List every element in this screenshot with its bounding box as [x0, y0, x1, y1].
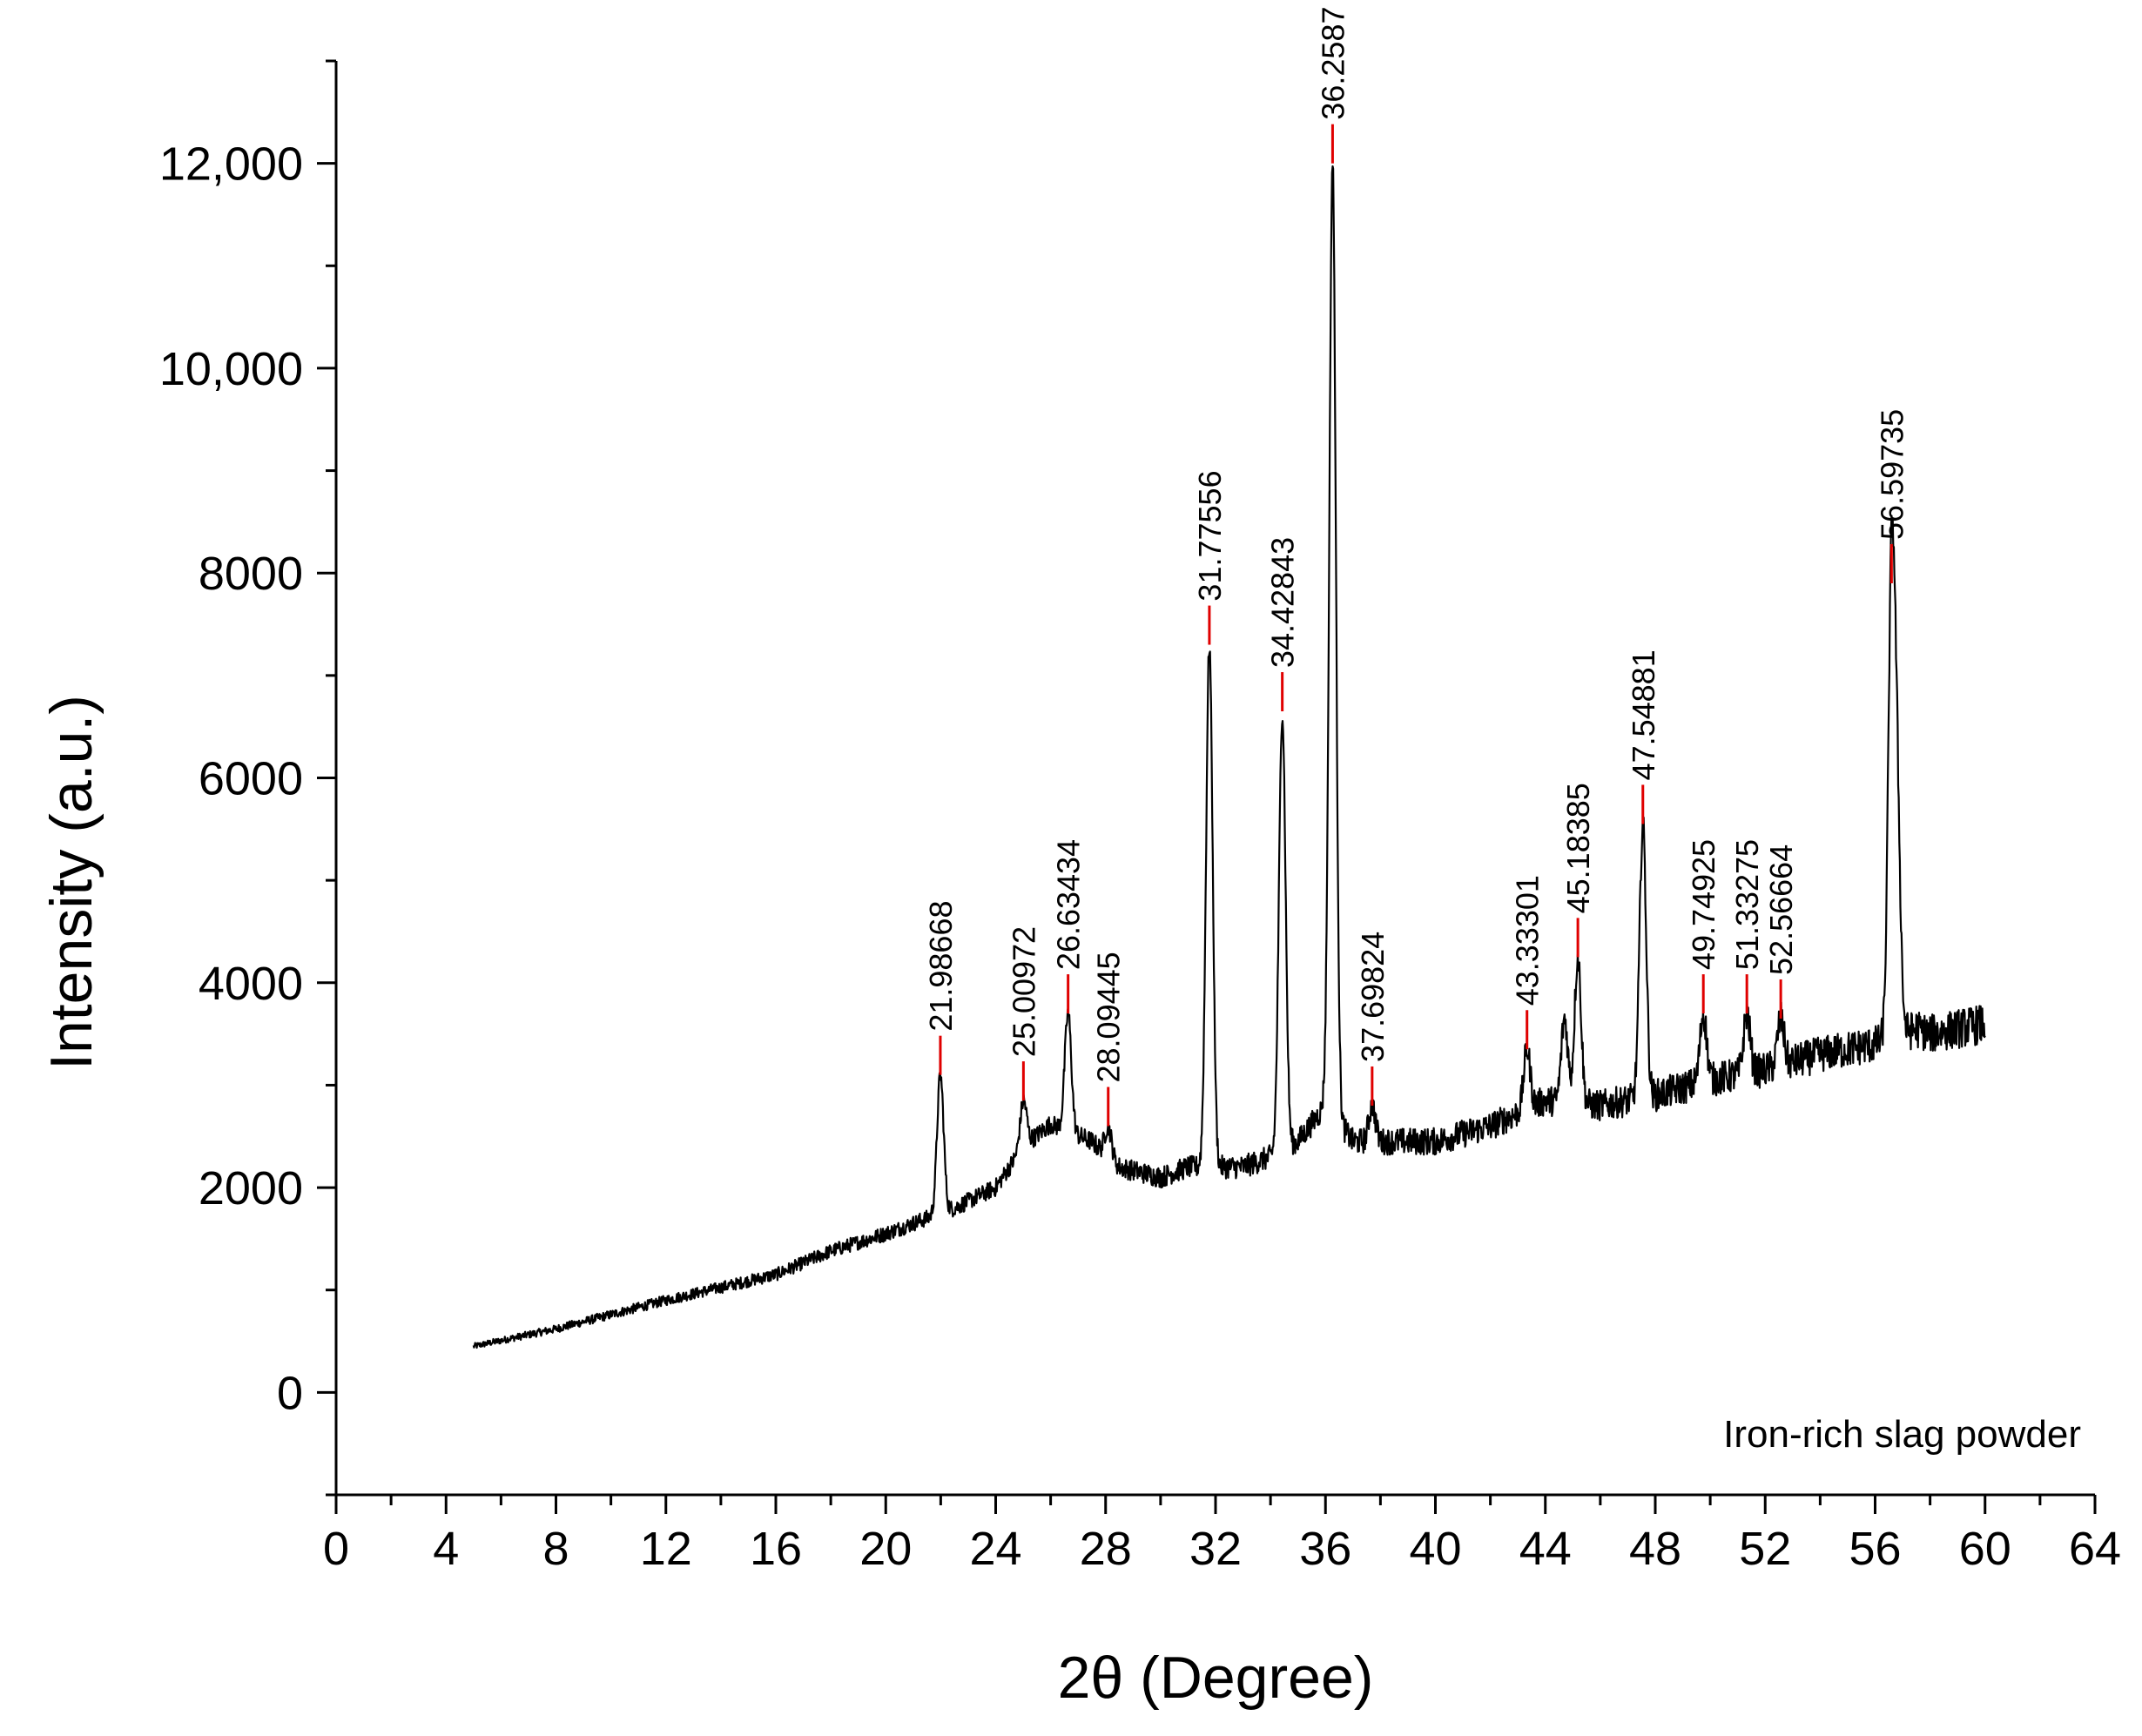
y-tick-label: 2000 [199, 1162, 303, 1215]
peak-label: 34.42843 [1265, 537, 1301, 668]
x-tick-label: 16 [750, 1523, 802, 1575]
y-tick-label: 6000 [199, 753, 303, 805]
peak-label: 36.2587 [1315, 7, 1351, 120]
x-tick-label: 48 [1629, 1523, 1681, 1575]
y-tick-label: 12,000 [159, 138, 303, 191]
peak-label: 52.56664 [1763, 844, 1799, 975]
x-tick-label: 44 [1519, 1523, 1572, 1575]
x-tick-label: 8 [542, 1523, 569, 1575]
peak-label: 45.18385 [1560, 783, 1596, 913]
peak-label: 51.33275 [1729, 839, 1765, 970]
y-tick-label: 4000 [199, 958, 303, 1010]
peak-label: 25.00972 [1006, 926, 1041, 1057]
x-axis-title: 2θ (Degree) [1058, 1645, 1374, 1711]
x-tick-label: 24 [969, 1523, 1021, 1575]
peak-label: 56.59735 [1874, 409, 1910, 540]
peak-label: 28.09445 [1091, 952, 1127, 1082]
peak-label: 37.69824 [1355, 932, 1391, 1062]
x-tick-label: 0 [323, 1523, 349, 1575]
x-tick-label: 64 [2069, 1523, 2121, 1575]
y-tick-label: 10,000 [159, 343, 303, 395]
peak-label: 43.33301 [1510, 875, 1546, 1006]
peak-label: 49.74925 [1686, 839, 1721, 970]
x-tick-label: 4 [433, 1523, 459, 1575]
axes: 0 4 8 12 16 20 24 28 32 36 40 44 48 52 56 60 64020004000… [159, 59, 2121, 1575]
x-tick-label: 52 [1739, 1523, 1791, 1575]
x-tick-label: 40 [1409, 1523, 1461, 1575]
y-tick-label: 8000 [199, 548, 303, 600]
x-tick-label: 20 [859, 1523, 912, 1575]
xrd-series-line [472, 165, 1986, 1349]
x-tick-label: 28 [1080, 1523, 1132, 1575]
series-layer [472, 165, 1986, 1349]
peak-label: 26.63434 [1051, 839, 1087, 970]
x-tick-label: 12 [640, 1523, 692, 1575]
y-axis-title: Intensity (a.u.) [38, 695, 104, 1070]
sample-annotation: Iron-rich slag powder [1723, 1413, 2081, 1456]
peak-label: 47.54881 [1626, 649, 1661, 780]
x-tick-label: 56 [1849, 1523, 1901, 1575]
peak-label: 31.77556 [1192, 470, 1228, 601]
x-tick-label: 60 [1959, 1523, 2011, 1575]
x-tick-label: 36 [1299, 1523, 1351, 1575]
x-tick-label: 32 [1189, 1523, 1242, 1575]
peak-label: 21.98668 [923, 901, 959, 1032]
y-tick-label: 0 [277, 1367, 303, 1419]
